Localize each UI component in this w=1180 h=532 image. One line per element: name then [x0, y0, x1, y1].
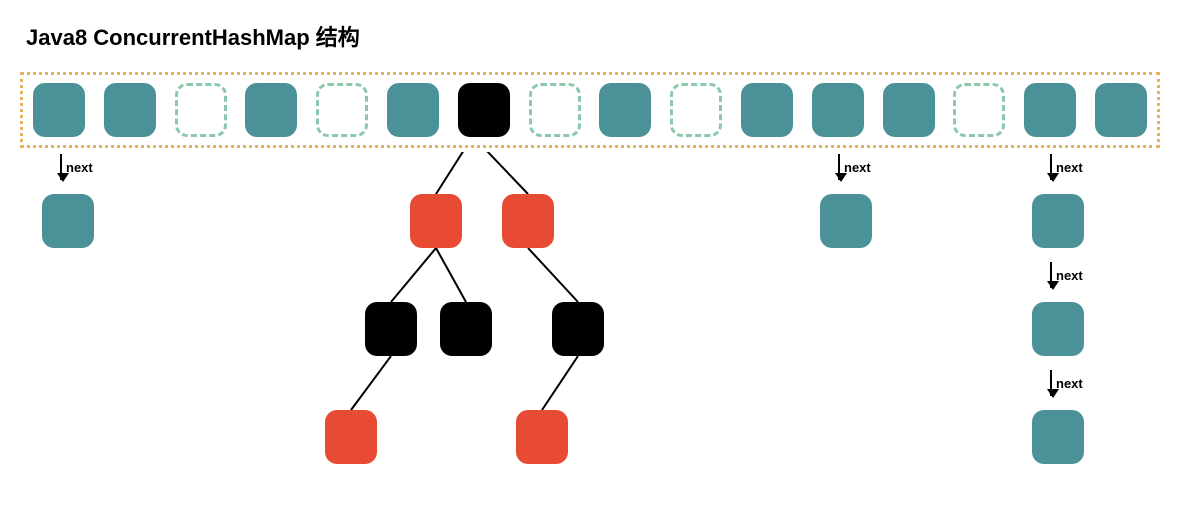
bucket-node [1095, 83, 1147, 137]
bucket-empty [529, 83, 581, 137]
next-arrow: next [1050, 370, 1083, 396]
tree-node-black [552, 302, 604, 356]
tree-node-black [440, 302, 492, 356]
tree-node-red [502, 194, 554, 248]
bucket-empty [953, 83, 1005, 137]
diagram-title: Java8 ConcurrentHashMap 结构 [26, 20, 1160, 52]
bucket-empty [316, 83, 368, 137]
arrow-label: next [844, 160, 871, 175]
bucket-node [387, 83, 439, 137]
linked-node [1032, 194, 1084, 248]
tree-node-red [325, 410, 377, 464]
tree-node-black [365, 302, 417, 356]
arrow-label: next [1056, 160, 1083, 175]
bucket-array [20, 72, 1160, 148]
arrow-label: next [1056, 376, 1083, 391]
next-arrow: next [838, 154, 871, 180]
bucket-node [1024, 83, 1076, 137]
bucket-node [812, 83, 864, 137]
next-arrow: next [1050, 262, 1083, 288]
linked-node [820, 194, 872, 248]
diagram-canvas: next next next next next [20, 152, 1160, 512]
bucket-node [458, 83, 510, 137]
linked-node [42, 194, 94, 248]
linked-node [1032, 302, 1084, 356]
linked-node [1032, 410, 1084, 464]
tree-node-red [516, 410, 568, 464]
next-arrow: next [60, 154, 93, 180]
bucket-node [741, 83, 793, 137]
bucket-node [883, 83, 935, 137]
bucket-node [599, 83, 651, 137]
bucket-empty [670, 83, 722, 137]
bucket-node [33, 83, 85, 137]
arrow-label: next [1056, 268, 1083, 283]
arrow-label: next [66, 160, 93, 175]
bucket-empty [175, 83, 227, 137]
next-arrow: next [1050, 154, 1083, 180]
bucket-node [104, 83, 156, 137]
tree-node-red [410, 194, 462, 248]
bucket-node [245, 83, 297, 137]
